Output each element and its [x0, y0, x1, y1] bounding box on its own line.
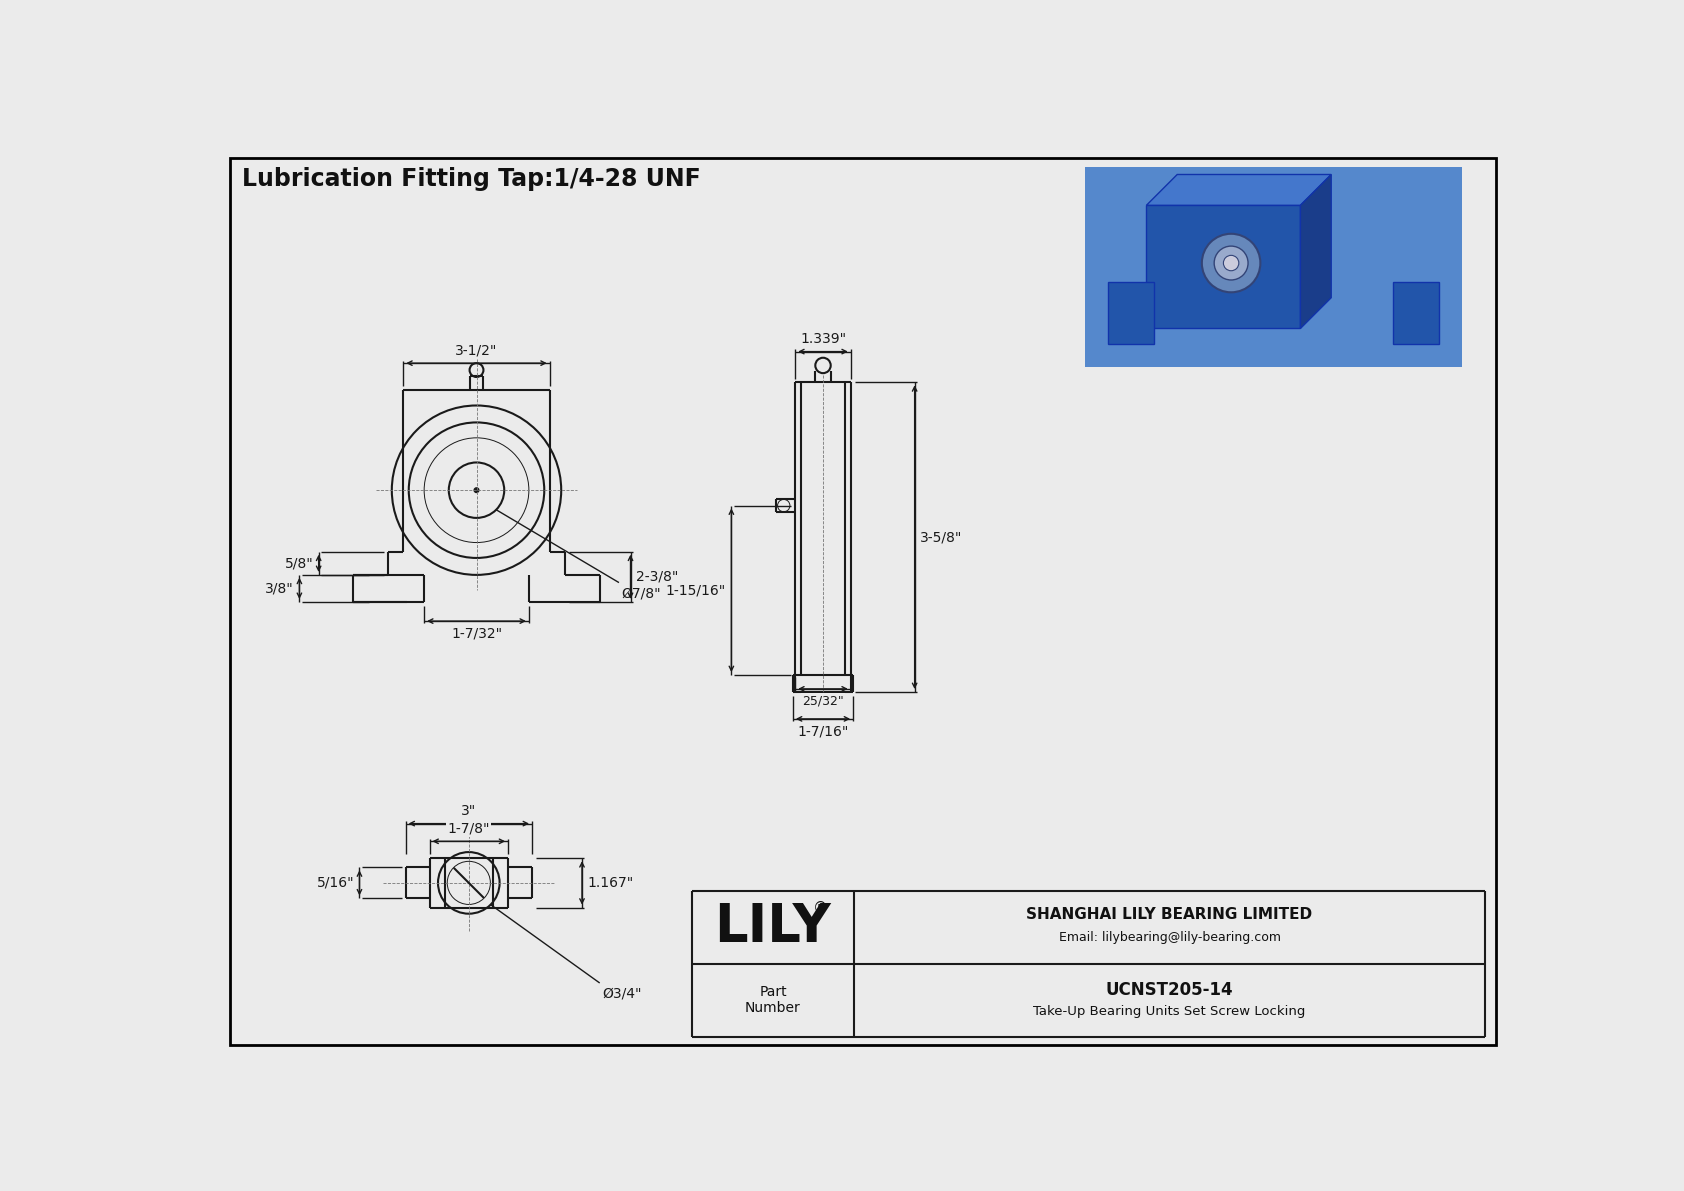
Text: 5/8": 5/8": [285, 556, 313, 570]
Bar: [1147, 205, 1300, 329]
Bar: [1108, 282, 1154, 344]
Text: Part
Number: Part Number: [744, 985, 802, 1016]
Polygon shape: [1147, 175, 1332, 205]
Text: Take-Up Bearing Units Set Screw Locking: Take-Up Bearing Units Set Screw Locking: [1034, 1004, 1305, 1017]
Text: SHANGHAI LILY BEARING LIMITED: SHANGHAI LILY BEARING LIMITED: [1027, 908, 1312, 922]
Circle shape: [1214, 247, 1248, 280]
Text: 3-1/2": 3-1/2": [455, 344, 498, 357]
Text: 3": 3": [461, 804, 477, 818]
Text: Email: lilybearing@lily-bearing.com: Email: lilybearing@lily-bearing.com: [1059, 931, 1280, 944]
Text: 3-5/8": 3-5/8": [919, 530, 962, 544]
Text: 1.339": 1.339": [800, 332, 845, 347]
Circle shape: [1202, 233, 1260, 292]
Text: 5/16": 5/16": [317, 875, 354, 890]
Text: 3/8": 3/8": [266, 581, 295, 596]
Bar: [1393, 282, 1440, 344]
Text: 1-15/16": 1-15/16": [665, 584, 726, 598]
Text: Lubrication Fitting Tap:1/4-28 UNF: Lubrication Fitting Tap:1/4-28 UNF: [242, 167, 701, 191]
Circle shape: [475, 488, 478, 493]
Text: ®: ®: [813, 902, 829, 916]
Text: Ø3/4": Ø3/4": [601, 986, 642, 1000]
Text: UCNST205-14: UCNST205-14: [1106, 980, 1233, 998]
Text: 1-7/32": 1-7/32": [451, 626, 502, 641]
Text: 25/32": 25/32": [802, 694, 844, 707]
Text: LILY: LILY: [714, 902, 832, 953]
Text: 2-3/8": 2-3/8": [637, 569, 679, 584]
Bar: [1084, 167, 1462, 367]
Circle shape: [1223, 255, 1239, 270]
Text: 1-7/16": 1-7/16": [797, 724, 849, 738]
Polygon shape: [1300, 175, 1332, 329]
Text: Ø7/8": Ø7/8": [621, 586, 660, 600]
Text: 1-7/8": 1-7/8": [448, 822, 490, 836]
Text: 1.167": 1.167": [588, 875, 633, 890]
